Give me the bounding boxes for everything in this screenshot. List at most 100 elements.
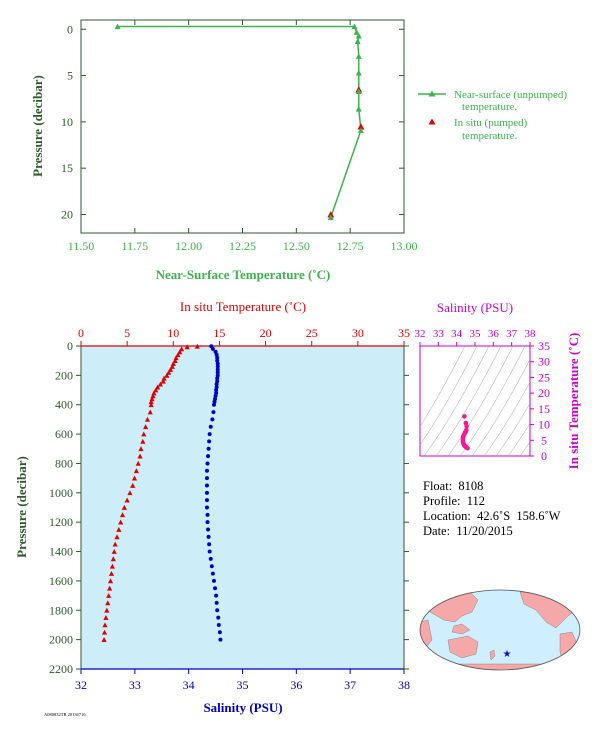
insitu-temp-point	[357, 123, 365, 130]
salinity-bottom-tick-label: 38	[398, 678, 410, 692]
salinity-bottom-tick-label: 33	[129, 678, 141, 692]
salinity-profile-point	[206, 446, 211, 451]
map-outline	[419, 589, 581, 671]
profile-y-axis-label: Pressure (decibar)	[14, 456, 29, 558]
salinity-profile-point	[205, 520, 210, 525]
ts-y-tick-label: 5	[541, 433, 547, 447]
near-surface-x-tick-label: 13.00	[391, 239, 418, 253]
near-surface-x-axis-label: Near-Surface Temperature (˚C)	[156, 267, 331, 282]
temperature-profile-point	[194, 343, 200, 349]
temperature-profile-point	[110, 556, 116, 562]
ts-density-contour	[471, 358, 530, 456]
near-surface-y-tick-label: 15	[61, 161, 73, 175]
temperature-top-tick-label: 30	[352, 326, 364, 340]
profile-number: Profile: 112	[423, 494, 486, 508]
legend-near-surface-marker	[428, 90, 436, 97]
near-surface-point	[355, 69, 362, 76]
ts-y-tick-label: 35	[538, 339, 550, 353]
salinity-profile-point	[210, 346, 215, 351]
location-map: ★	[419, 589, 581, 671]
salinity-profile-point	[204, 483, 209, 488]
salinity-profile-point	[207, 432, 212, 437]
temperature-profile-point	[121, 504, 127, 510]
near-surface-temperature-chart: 11.50 11.75 12.00 12.25 12.50 12.75 13.00 0 5 10 1…	[30, 19, 567, 282]
temperature-profile-point	[118, 519, 124, 525]
legend-near-surface-label-line1: Near-surface (unpumped)	[454, 89, 567, 101]
temperature-profile-point	[103, 615, 109, 620]
temperature-profile-point	[127, 490, 133, 496]
salinity-profile-point	[215, 361, 220, 366]
ts-y-tick-label: 25	[538, 370, 550, 384]
temperature-profile-point	[144, 416, 151, 422]
salinity-profile-point	[215, 355, 220, 360]
ts-y-tick-label: 10	[538, 418, 550, 432]
near-surface-x-tick-label: 12.25	[229, 239, 256, 253]
pressure-y-tick-label: 1800	[49, 603, 73, 617]
ts-density-contour	[423, 346, 490, 456]
ts-y-tick-label: 20	[538, 386, 550, 400]
temperature-profile-point	[154, 384, 161, 390]
salinity-profile-point	[205, 512, 210, 517]
ts-x-tick-label: 32	[415, 328, 426, 340]
salinity-profile-point	[208, 556, 213, 561]
near-surface-y-tick-label: 20	[61, 207, 73, 221]
temperature-profile-point	[109, 563, 115, 569]
ts-x-tick-label: 38	[525, 328, 537, 340]
near-surface-y-axis-label: Pressure (decibar)	[30, 75, 45, 177]
profile-chart: 0 5 10 15 20 25 30 35 32 33 34 35 36 37 38 0 200 400 600 80…	[14, 299, 410, 715]
temperature-top-tick-label: 10	[167, 326, 179, 340]
temperature-profile-point	[169, 363, 175, 369]
pressure-y-tick-label: 1000	[49, 486, 73, 500]
temperature-profile-point	[105, 600, 111, 606]
temperature-profile-point	[164, 372, 170, 378]
temperature-profile-point	[177, 349, 183, 355]
float-location-star-icon: ★	[503, 649, 512, 660]
temperature-profile-point	[148, 402, 154, 408]
salinity-profile-point	[204, 476, 209, 481]
near-surface-point	[357, 127, 364, 133]
near-surface-x-tick-label: 12.00	[175, 239, 202, 253]
ts-y-axis-label: In situ Temperature (˚C)	[566, 333, 581, 470]
salinity-profile-point	[213, 586, 218, 591]
salinity-profile-point	[211, 410, 216, 415]
near-surface-point	[351, 23, 358, 30]
temperature-profile-point	[108, 570, 115, 576]
salinity-profile-point	[207, 549, 212, 554]
temperature-profile-point	[167, 366, 174, 372]
near-surface-x-tick-label: 12.50	[283, 239, 310, 253]
legend-near-surface-label-line2: temperature.	[462, 101, 518, 113]
salinity-profile-point	[214, 388, 219, 393]
temperature-profile-point	[143, 424, 149, 430]
temperature-profile-point	[184, 344, 190, 350]
profile-plot-background	[80, 345, 405, 670]
salinity-profile-point	[215, 376, 220, 381]
near-surface-x-tick-label: 11.75	[122, 239, 149, 253]
temperature-profile-point	[137, 453, 143, 459]
salinity-profile-point	[204, 490, 209, 495]
temperature-profile-point	[116, 526, 122, 532]
temperature-top-tick-label: 5	[124, 326, 130, 340]
salinity-profile-point	[204, 498, 209, 503]
salinity-profile-point	[211, 578, 216, 583]
float-location: Location: 42.6˚S 158.6˚W	[423, 509, 561, 523]
salinity-profile-point	[215, 370, 220, 375]
temperature-profile-point	[133, 468, 139, 474]
ts-density-contour	[447, 346, 514, 456]
ts-x-tick-label: 36	[488, 328, 500, 340]
footer-code: A080832TR 20130716	[44, 712, 86, 717]
near-surface-point	[353, 29, 360, 35]
near-surface-x-tick-label: 11.50	[68, 239, 95, 253]
ts-x-tick-label: 33	[433, 328, 445, 340]
salinity-profile-point	[206, 534, 211, 539]
salinity-profile-point	[211, 402, 216, 407]
near-surface-y-tick-label: 0	[67, 22, 73, 36]
profile-bottom-axis-label: Salinity (PSU)	[203, 700, 282, 715]
salinity-profile-point	[210, 417, 215, 422]
temperature-top-tick-label: 15	[213, 326, 225, 340]
salinity-bottom-tick-label: 32	[75, 678, 87, 692]
pressure-y-tick-label: 1200	[49, 515, 73, 529]
ts-density-contour	[420, 346, 478, 446]
ts-density-contour	[483, 381, 530, 456]
